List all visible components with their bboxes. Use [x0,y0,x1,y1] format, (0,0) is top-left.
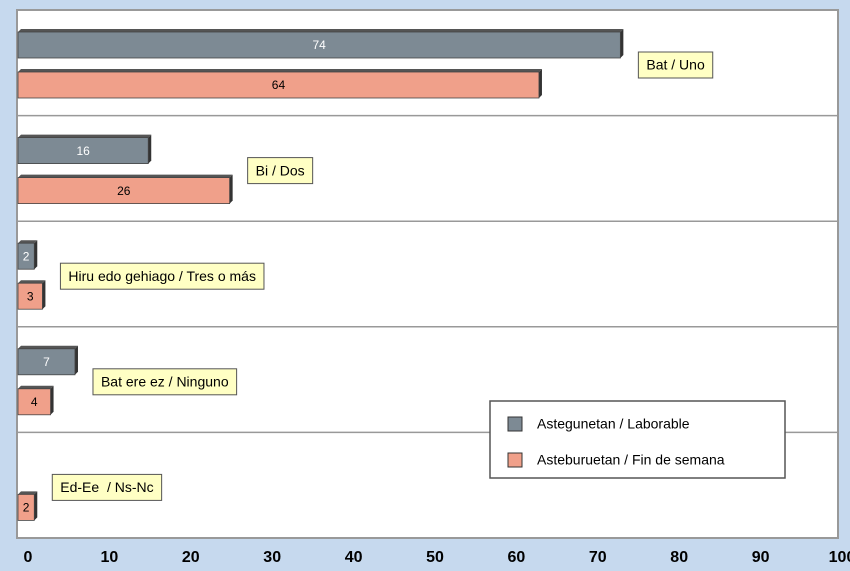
bar-depth [18,280,46,284]
bar-depth [50,385,54,415]
x-tick-label: 0 [24,549,33,566]
category-label-box [92,368,238,396]
x-tick-label: 70 [589,549,607,566]
bar-depth [18,240,38,244]
bar-depth [18,491,38,495]
value-label: 16 [76,144,90,158]
bar [17,137,149,165]
legend-swatch [507,452,523,468]
category-label: Bi / Dos [256,162,305,178]
value-label: 3 [27,289,34,303]
category-label-box [59,262,265,290]
bar [17,31,621,59]
bar [17,242,35,270]
bar-depth [34,240,38,270]
category-label: Bat / Uno [646,57,705,73]
bar [17,177,231,205]
bar-depth [18,345,78,349]
bar-depth [229,174,233,204]
bar-depth [18,134,152,138]
legend-swatch [507,416,523,432]
bar-depth [74,345,78,375]
category-label-box [247,157,314,185]
bar-depth [148,134,152,164]
value-label: 74 [313,38,327,52]
value-label: 7 [43,355,50,369]
bar [17,71,540,99]
legend-label: Asteburuetan / Fin de semana [537,452,725,468]
x-tick-label: 40 [345,549,363,566]
bar [17,493,35,521]
legend-box [489,400,786,479]
bar [17,348,76,376]
value-label: 2 [23,501,30,515]
value-label: 26 [117,184,131,198]
bar-depth [538,69,542,98]
x-tick-label: 90 [752,549,770,566]
x-tick-label: 10 [101,549,119,566]
x-tick-label: 50 [426,549,444,566]
bar-depth [18,69,542,72]
bar-depth [620,29,624,58]
category-label: Bat ere ez / Ninguno [101,374,229,390]
value-label: 4 [31,395,38,409]
bar-depth [18,385,54,389]
value-label: 64 [272,78,286,92]
x-tick-label: 60 [508,549,526,566]
x-tick-label: 100 [829,549,850,566]
bar [17,282,43,310]
bar-depth [18,29,624,32]
bar-depth [18,174,233,178]
x-tick-label: 30 [263,549,281,566]
category-label: Hiru edo gehiago / Tres o más [68,268,256,284]
category-label-box [637,51,714,79]
legend-label: Astegunetan / Laborable [537,416,690,432]
bar-depth [34,491,38,521]
x-tick-label: 80 [670,549,688,566]
category-label: Ed-Ee / Ns-Nc [60,479,153,495]
bar-depth [42,280,46,310]
value-label: 2 [23,249,30,263]
bar [17,388,51,416]
x-tick-label: 20 [182,549,200,566]
category-label-box [51,473,163,501]
